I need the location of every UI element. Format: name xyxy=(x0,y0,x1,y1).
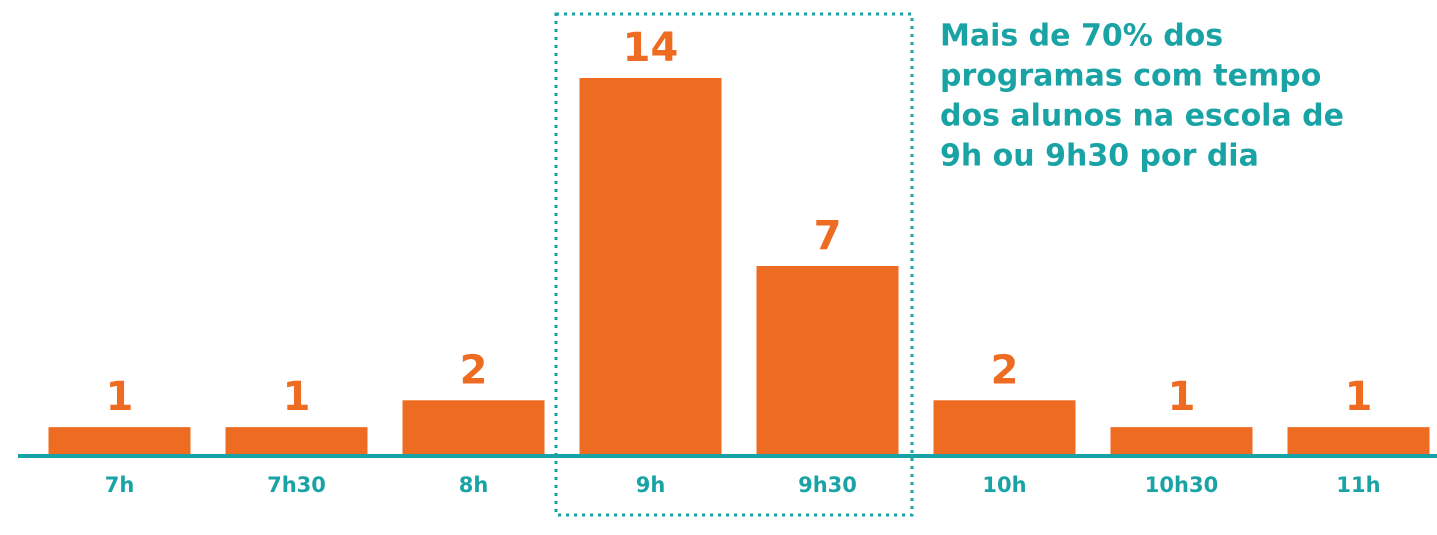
bar xyxy=(48,427,191,454)
bar xyxy=(933,400,1076,454)
value-label: 1 xyxy=(1168,374,1196,420)
bar xyxy=(579,78,722,454)
bar xyxy=(756,266,899,454)
value-label: 2 xyxy=(991,347,1019,393)
x-tick-label: 9h30 xyxy=(798,473,857,497)
x-tick-label: 9h xyxy=(636,473,666,497)
bar xyxy=(1287,427,1430,454)
x-tick-label: 10h30 xyxy=(1145,473,1218,497)
x-tick-label: 8h xyxy=(459,473,489,497)
value-label: 7 xyxy=(814,213,842,259)
x-tick-label: 7h xyxy=(105,473,135,497)
x-tick-label: 11h xyxy=(1336,473,1380,497)
value-label: 1 xyxy=(283,374,311,420)
annotation: 9h ou 9h30 por dia xyxy=(940,139,1259,174)
bar xyxy=(1110,427,1253,454)
annotation: programas com tempo xyxy=(940,59,1321,94)
highlight-box xyxy=(554,12,914,517)
x-tick-label: 7h30 xyxy=(267,473,326,497)
bar xyxy=(402,400,545,454)
value-label: 1 xyxy=(106,374,134,420)
x-tick-label: 10h xyxy=(982,473,1026,497)
annotation: Mais de 70% dos xyxy=(940,19,1223,54)
value-label: 14 xyxy=(623,25,679,71)
bar xyxy=(225,427,368,454)
value-label: 1 xyxy=(1345,374,1373,420)
value-label: 2 xyxy=(460,347,488,393)
annotation: dos alunos na escola de xyxy=(940,99,1344,134)
